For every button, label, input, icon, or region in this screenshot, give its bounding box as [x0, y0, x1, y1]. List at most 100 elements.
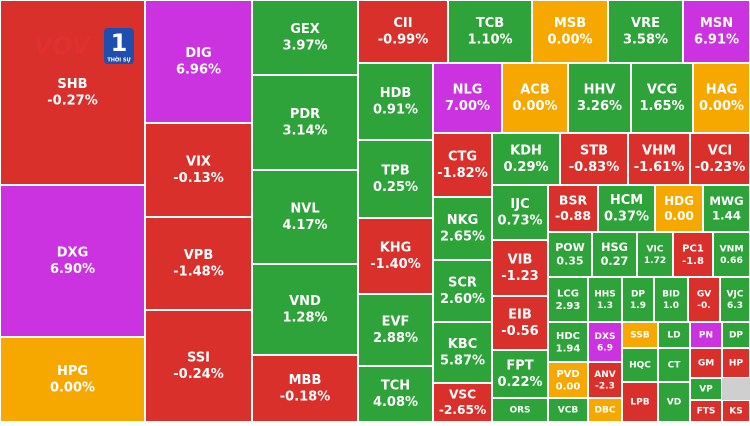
tile-ticker: VP	[699, 385, 713, 395]
tile-ticker: HDG	[664, 194, 694, 208]
tile-ticker: MSN	[700, 16, 733, 31]
tile-ticker: HCM	[610, 193, 643, 208]
tile-ticker: VD	[667, 398, 681, 408]
tile-box	[252, 0, 358, 75]
tile-ticker: CTG	[448, 150, 477, 165]
tile-box	[492, 350, 548, 398]
tile-change: 2.88%	[373, 331, 418, 346]
tile-box	[0, 337, 145, 422]
tile-change: 4.17%	[282, 218, 327, 233]
tile: EIB-0.56	[492, 296, 548, 350]
tile-change: 6.90%	[50, 262, 95, 277]
tile: VIX-0.13%	[145, 123, 252, 217]
tile-ticker: EVF	[382, 315, 410, 330]
tile-change: -0.83%	[569, 160, 620, 175]
tile-box	[592, 232, 637, 277]
tile-box	[252, 75, 358, 170]
logo-channel: 1	[111, 29, 128, 57]
tile-box	[622, 348, 658, 382]
tile-change: 0.00%	[50, 380, 95, 395]
tile: CII-0.99%	[358, 0, 448, 63]
tile-ticker: ANV	[594, 370, 615, 380]
tile-ticker: KDH	[510, 144, 542, 159]
tile-ticker: VCG	[647, 83, 677, 98]
tile-change: -2.65%	[439, 403, 486, 417]
tile-ticker: KS	[729, 407, 742, 417]
tile: LD	[658, 322, 690, 348]
tile-change: 1.9	[630, 301, 646, 311]
tile-box	[502, 63, 568, 133]
tile: ORS	[492, 398, 548, 422]
tile-box	[720, 277, 750, 322]
tile-box	[548, 232, 592, 277]
tile: PN	[690, 322, 722, 348]
tile-box	[145, 310, 252, 422]
tile-ticker: VND	[289, 294, 321, 309]
tile-ticker: BID	[662, 290, 680, 300]
tile-change: -0.88	[555, 208, 591, 223]
tile-box	[358, 0, 448, 63]
tile-ticker: PVD	[556, 369, 579, 380]
tile-ticker: VIC	[647, 245, 664, 255]
tile-change: -0.56	[501, 324, 538, 339]
tile-box	[358, 140, 433, 218]
tile-box	[622, 277, 654, 322]
tile-change: 1.3	[597, 301, 613, 311]
tile-box	[433, 133, 492, 197]
tile-ticker: PC1	[682, 244, 704, 255]
tile-change: 0.00	[664, 209, 694, 223]
tile: DBC	[588, 398, 622, 422]
tile-box	[658, 348, 690, 382]
tile-ticker: ORS	[509, 406, 530, 416]
tile-change: -2.3	[595, 381, 615, 391]
tile-ticker: EIB	[508, 308, 532, 323]
tile-box	[568, 63, 631, 133]
tile-box	[492, 296, 548, 350]
tile-change: 0.37%	[604, 209, 649, 224]
tile-change: 1.94	[556, 344, 581, 355]
tile-change: 6.3	[727, 301, 743, 311]
tile-box	[433, 260, 492, 322]
tile: GV-0.	[688, 277, 720, 322]
tile-change: 6.9	[597, 343, 613, 353]
tile-change: 0.22%	[497, 375, 542, 390]
tile-ticker: POW	[555, 241, 585, 254]
tile-change: 1.65%	[639, 99, 684, 114]
tile: VIB-1.23	[492, 240, 548, 296]
tile-box	[145, 217, 252, 310]
tile-change: 6.96%	[176, 62, 221, 77]
tile-change: 0.25%	[373, 180, 418, 195]
tile-ticker: DBC	[595, 406, 616, 416]
tile-change: 6.91%	[694, 32, 739, 47]
tile-change: 0.73%	[497, 213, 542, 228]
tile-box	[252, 264, 358, 355]
logo-subtitle: THỜI SỰ	[107, 57, 131, 64]
tile-ticker: HHS	[594, 290, 616, 300]
tile-change: 0.27	[601, 255, 629, 268]
tile-box	[690, 378, 722, 400]
tile-ticker: HHV	[584, 83, 616, 98]
tile-change: 3.58%	[623, 32, 668, 47]
tile: LPB	[622, 382, 658, 422]
tile-ticker: MBB	[289, 373, 322, 388]
tile-box	[492, 133, 560, 185]
tile-ticker: ACB	[520, 83, 550, 98]
tile-change: -1.48%	[173, 264, 224, 279]
logo: VOV 1 THỜI SỰ	[34, 28, 134, 64]
tile-change: 0.35	[556, 255, 583, 268]
tile-ticker: HQC	[629, 361, 651, 371]
